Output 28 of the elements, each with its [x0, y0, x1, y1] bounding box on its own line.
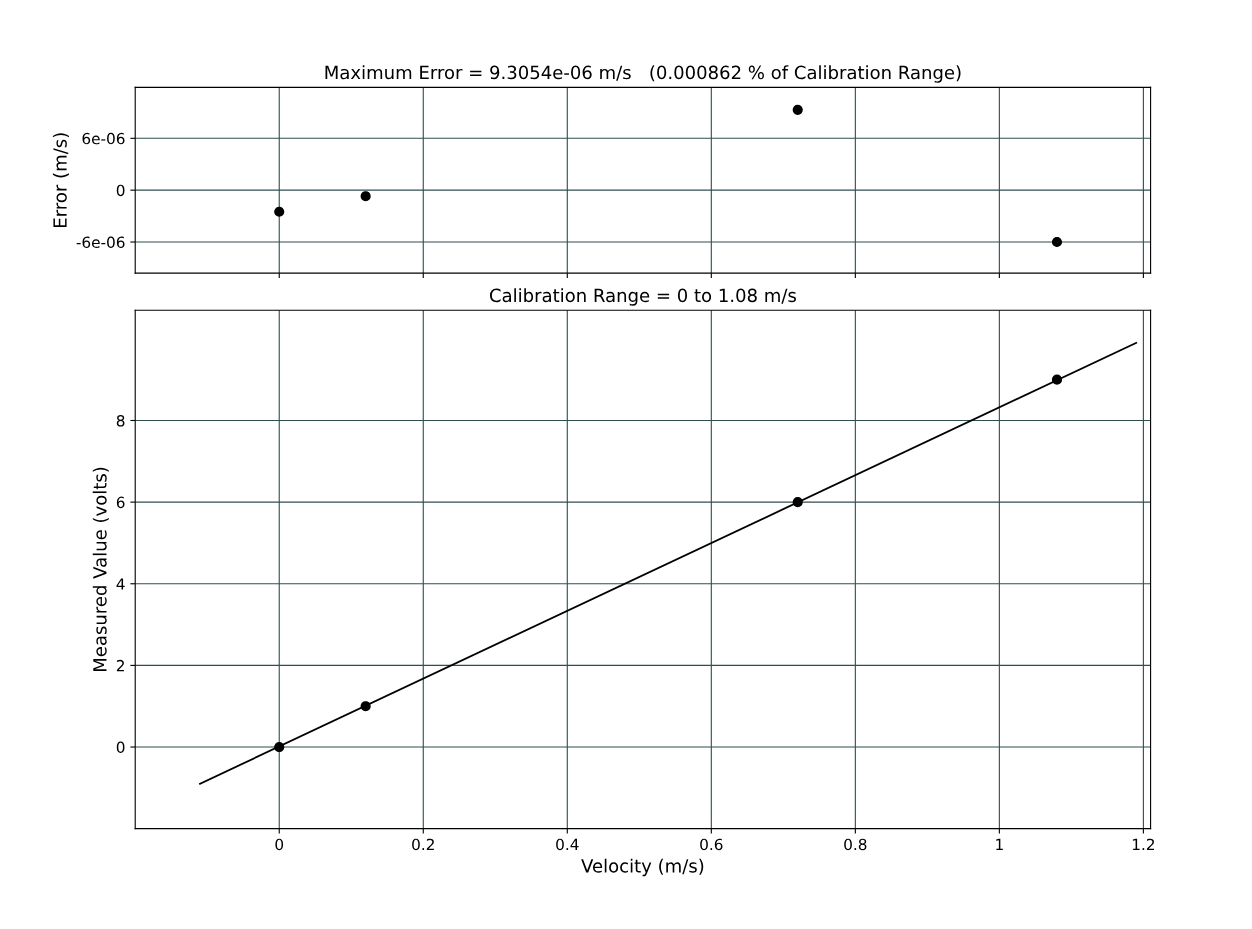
- point: [1051, 236, 1063, 248]
- y-axis-title: Error (m/s): [52, 133, 69, 227]
- point: [792, 104, 803, 115]
- x-axis-title: Velocity (m/s): [581, 858, 704, 877]
- y-tick-label: 6e-06: [82, 132, 125, 145]
- y-tick-label: 8: [116, 414, 125, 427]
- x-tick-label: 0.6: [700, 838, 723, 851]
- point: [792, 497, 803, 508]
- chart-title: Maximum Error = 9.3054e-06 m/s (0.000862 % of Calibration Range): [325, 65, 961, 83]
- x-tick-label: 0.2: [412, 838, 434, 851]
- y-tick-label: 0: [116, 741, 125, 754]
- y-tick-label: -6e-06: [76, 236, 125, 249]
- point: [1051, 374, 1063, 385]
- y-axis-title: Measured Value (volts): [92, 467, 109, 671]
- y-tick-label: 6: [116, 496, 125, 509]
- point: [274, 741, 285, 753]
- x-tick-label: 0.8: [844, 838, 867, 851]
- x-tick-label: 1.2: [1132, 838, 1155, 850]
- point: [360, 191, 371, 202]
- chart-title: Calibration Range = 0 to 1.08 m/s: [489, 288, 796, 306]
- point: [360, 701, 371, 712]
- y-tick-label: 2: [116, 659, 124, 672]
- x-tick-label: 0.4: [556, 838, 579, 851]
- y-tick-label: 0: [116, 184, 125, 197]
- x-tick-label: 1: [996, 838, 1003, 850]
- x-tick-label: 0: [275, 838, 284, 851]
- point: [274, 206, 285, 217]
- y-tick-label: 4: [116, 578, 125, 590]
